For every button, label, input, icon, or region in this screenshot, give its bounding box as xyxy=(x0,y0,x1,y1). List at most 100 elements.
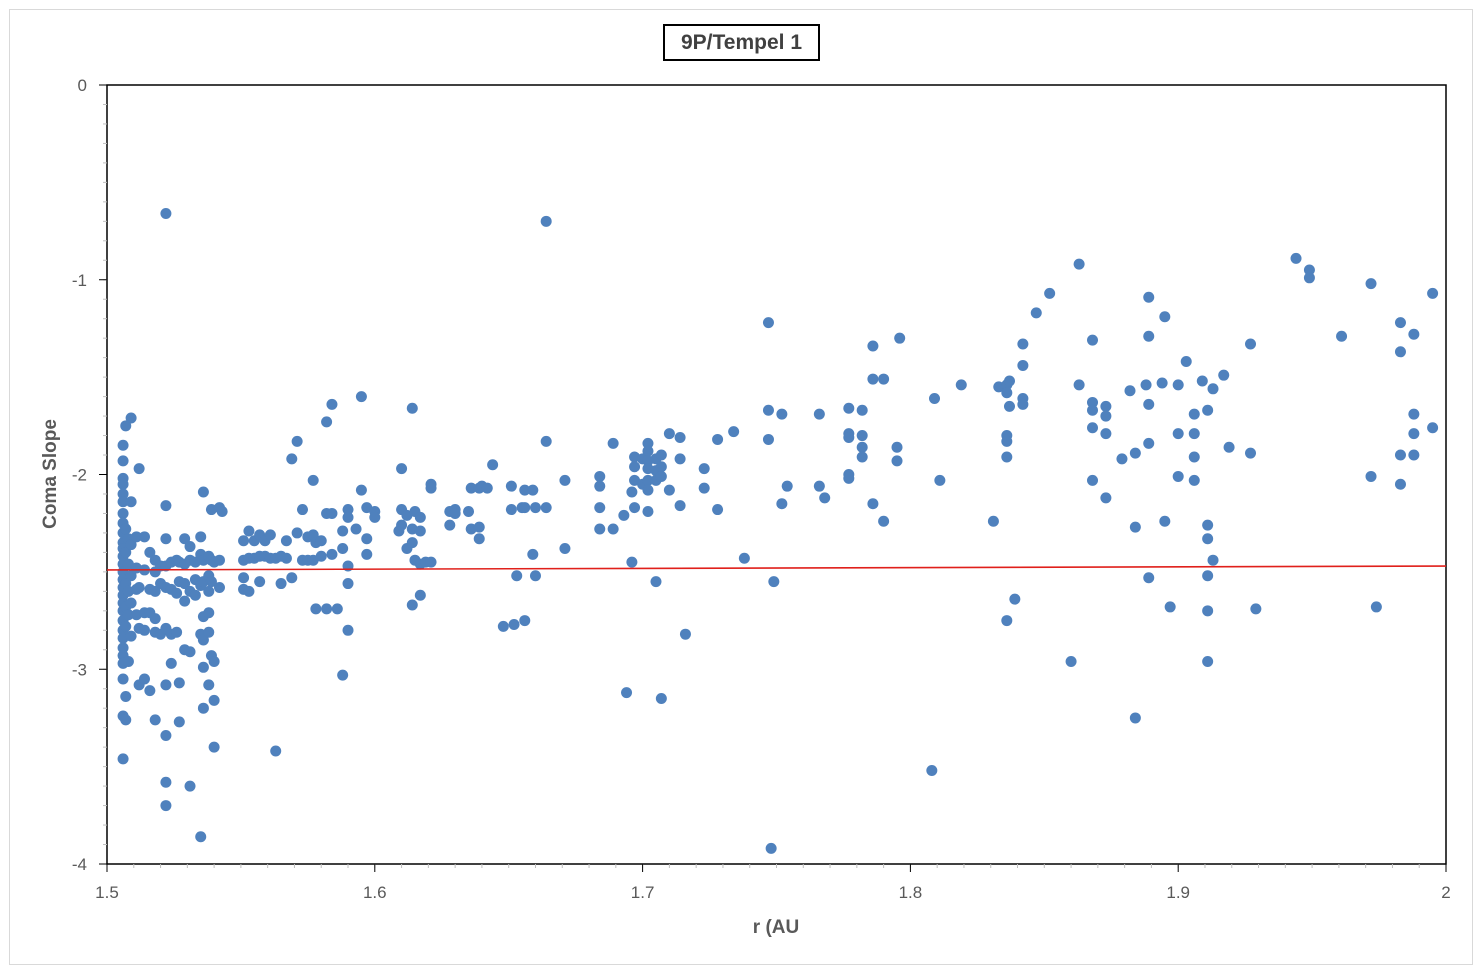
data-point xyxy=(527,548,539,560)
y-tick-label: -2 xyxy=(72,466,87,485)
data-point xyxy=(184,541,196,553)
trendline xyxy=(106,565,1447,571)
data-point xyxy=(184,646,196,658)
data-point xyxy=(117,455,129,467)
data-point xyxy=(315,550,327,562)
data-point xyxy=(1202,605,1214,617)
data-point xyxy=(130,531,142,543)
data-point xyxy=(1290,252,1302,264)
data-point xyxy=(487,459,499,471)
data-point xyxy=(291,527,303,539)
data-point xyxy=(208,741,220,753)
data-point xyxy=(1129,447,1141,459)
data-point xyxy=(540,435,552,447)
data-point xyxy=(396,463,408,475)
x-axis-title: r (AU xyxy=(753,917,799,938)
data-point xyxy=(125,570,137,582)
data-point xyxy=(1100,492,1112,504)
data-point xyxy=(698,463,710,475)
data-point xyxy=(712,433,724,445)
data-point xyxy=(197,486,209,498)
data-point xyxy=(473,533,485,545)
data-point xyxy=(594,502,606,514)
data-point xyxy=(120,523,132,535)
data-point xyxy=(120,420,132,432)
data-point xyxy=(1172,470,1184,482)
data-point xyxy=(463,506,475,518)
data-point xyxy=(414,525,426,537)
data-point xyxy=(1408,428,1420,440)
data-point xyxy=(856,404,868,416)
data-point xyxy=(133,581,145,593)
data-point xyxy=(1427,287,1439,299)
data-point xyxy=(406,599,418,611)
data-point xyxy=(149,585,161,597)
data-point xyxy=(1017,398,1029,410)
data-point xyxy=(361,533,373,545)
data-point xyxy=(1303,272,1315,284)
data-point xyxy=(642,437,654,449)
data-point xyxy=(179,533,191,545)
data-point xyxy=(331,603,343,615)
data-point xyxy=(505,480,517,492)
data-point xyxy=(264,529,276,541)
data-point xyxy=(626,486,638,498)
data-point xyxy=(607,437,619,449)
data-point xyxy=(663,484,675,496)
data-point xyxy=(481,482,493,494)
data-point xyxy=(120,620,132,632)
data-point xyxy=(642,445,654,457)
data-point xyxy=(1303,264,1315,276)
data-point xyxy=(674,500,686,512)
data-point xyxy=(171,626,183,638)
chart-area xyxy=(9,9,1473,965)
data-point xyxy=(184,780,196,792)
data-point xyxy=(1143,437,1155,449)
data-point xyxy=(1202,404,1214,416)
data-point xyxy=(473,521,485,533)
data-point xyxy=(189,589,201,601)
data-point xyxy=(929,393,941,405)
data-point xyxy=(519,484,531,496)
data-point xyxy=(243,525,255,537)
data-point xyxy=(776,408,788,420)
data-point xyxy=(203,626,215,638)
data-point xyxy=(355,391,367,403)
data-point xyxy=(559,543,571,555)
data-point xyxy=(1143,398,1155,410)
data-point xyxy=(1180,356,1192,368)
x-tick-label: 1.9 xyxy=(1166,883,1190,902)
data-point xyxy=(254,576,266,588)
data-point xyxy=(1100,428,1112,440)
data-point xyxy=(280,535,292,547)
data-point xyxy=(414,589,426,601)
data-point xyxy=(1001,435,1013,447)
data-point xyxy=(843,431,855,443)
data-point xyxy=(1003,400,1015,412)
y-axis-title: Coma Slope xyxy=(40,419,61,529)
data-point xyxy=(1001,387,1013,399)
data-point xyxy=(138,673,150,685)
data-point xyxy=(529,570,541,582)
data-point xyxy=(149,613,161,625)
data-point xyxy=(280,552,292,564)
data-point xyxy=(762,433,774,445)
data-point xyxy=(275,578,287,590)
data-point xyxy=(414,511,426,523)
data-point xyxy=(307,474,319,486)
data-point xyxy=(1202,655,1214,667)
data-point xyxy=(813,408,825,420)
data-point xyxy=(1408,328,1420,340)
data-point xyxy=(1245,338,1257,350)
data-point xyxy=(117,496,129,508)
data-point xyxy=(1065,655,1077,667)
data-point xyxy=(1207,554,1219,566)
data-point xyxy=(350,523,362,535)
data-point xyxy=(138,624,150,636)
data-point xyxy=(594,470,606,482)
x-tick-label: 1.8 xyxy=(899,883,923,902)
data-point xyxy=(197,702,209,714)
data-point xyxy=(926,765,938,777)
data-point xyxy=(642,484,654,496)
